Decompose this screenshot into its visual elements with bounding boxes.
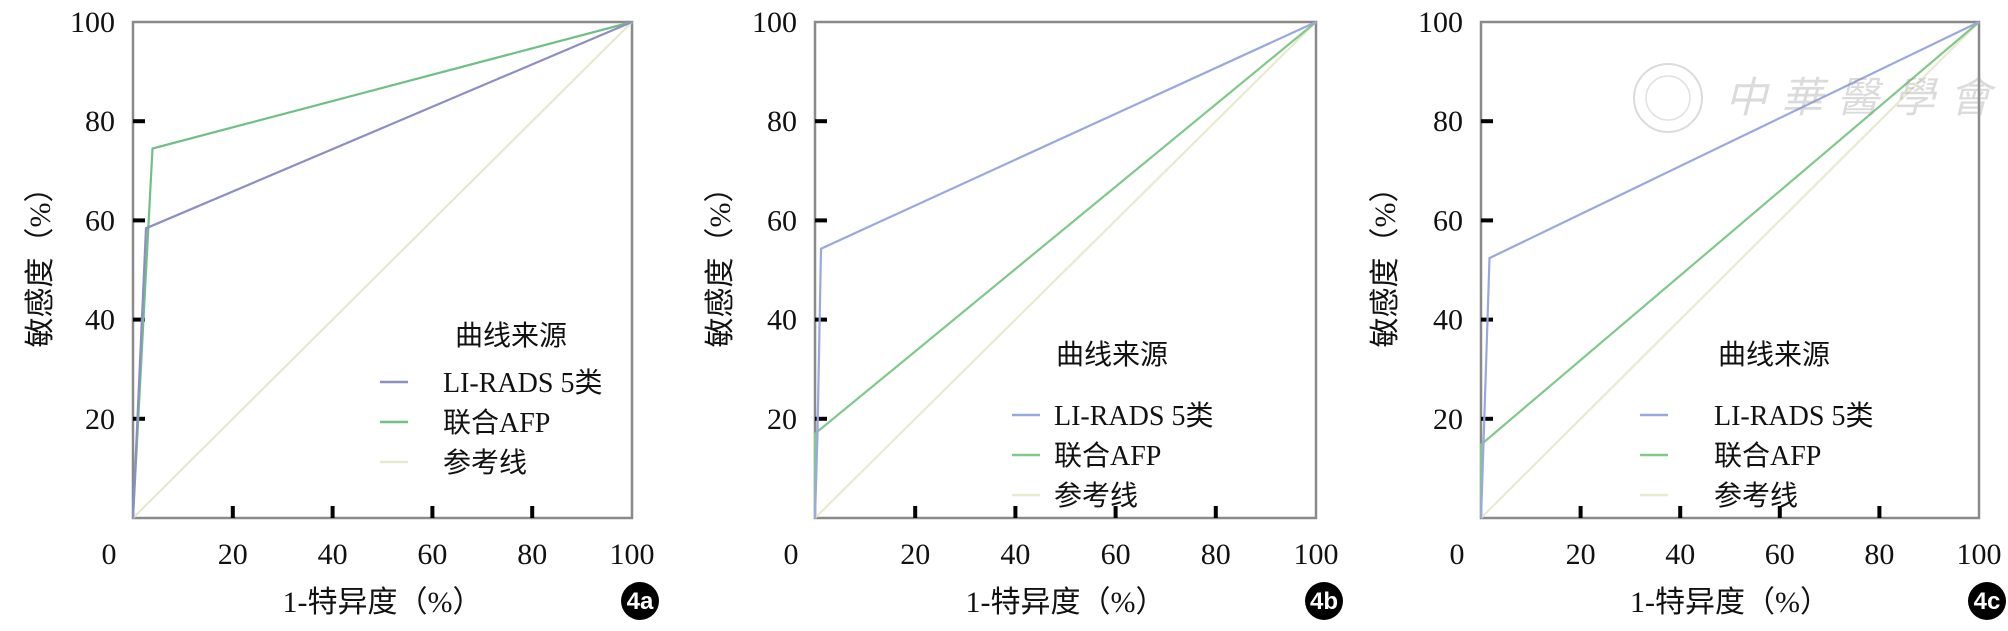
x-tick-label: 60	[417, 538, 447, 571]
x-tick-label: 100	[1294, 538, 1339, 571]
series-line	[1479, 21, 1980, 519]
panel-4a: 20 40 60 80 100 0 20 40 60 80 100 1-特异度（%） 敏感度（%） 曲线来…	[24, 6, 659, 620]
plot-frame	[813, 20, 1318, 520]
legend-entry: 联合AFP	[1054, 440, 1161, 472]
watermark-seal-inner	[1645, 75, 1691, 121]
x-tick-label: 0	[784, 538, 799, 571]
series-line	[814, 21, 1317, 519]
x-tick-label: 20	[1566, 538, 1596, 571]
y-tick-label: 60	[85, 204, 115, 237]
x-tick-label: 60	[1101, 538, 1131, 571]
legend-title: 曲线来源	[1718, 339, 1830, 371]
series-line	[131, 20, 633, 519]
panel-4b: 20 40 60 80 100 0 20 40 60 80 100 1-特异度（%） 敏感度（%） 曲线来…	[704, 6, 1343, 620]
y-tick-label: 40	[85, 304, 115, 337]
y-tick-label: 80	[1433, 105, 1463, 138]
x-axis-label: 1-特异度（%）	[283, 586, 483, 619]
x-tick-label: 20	[900, 538, 930, 571]
legend-entry: 联合AFP	[443, 407, 550, 439]
series-line	[1480, 21, 1980, 519]
panel-badge-label: 4b	[1310, 588, 1338, 615]
watermark-logo: 中華醫學會	[1633, 63, 2005, 133]
x-tick-label: 80	[1864, 538, 1894, 571]
legend-entry: LI-RADS 5类	[1714, 400, 1873, 432]
y-tick-label: 20	[1433, 403, 1463, 436]
series-line	[132, 21, 633, 519]
y-tick-label: 60	[1433, 204, 1463, 237]
watermark-text: 中華醫學會	[1725, 76, 2005, 122]
legend-title: 曲线来源	[1056, 339, 1168, 371]
y-tick-label: 100	[1418, 6, 1463, 39]
panel-badge-label: 4a	[627, 588, 654, 615]
y-tick-label: 20	[767, 403, 797, 436]
y-tick-label: 100	[70, 6, 115, 39]
x-tick-label: 80	[517, 538, 547, 571]
y-tick-label: 80	[85, 105, 115, 138]
legend-title: 曲线来源	[455, 320, 567, 352]
legend-entry: LI-RADS 5类	[1054, 400, 1213, 432]
y-axis-label: 敏感度（%）	[704, 173, 737, 348]
x-tick-label: 100	[610, 538, 655, 571]
x-tick-label: 40	[1665, 538, 1695, 571]
y-tick-label: 40	[767, 304, 797, 337]
y-tick-label: 20	[85, 403, 115, 436]
legend-entry: 联合AFP	[1714, 440, 1821, 472]
x-tick-label: 60	[1765, 538, 1795, 571]
x-tick-label: 80	[1201, 538, 1231, 571]
x-tick-label: 100	[1957, 538, 2002, 571]
x-tick-label: 0	[102, 538, 117, 571]
x-tick-label: 0	[1450, 538, 1465, 571]
panel-badge-label: 4c	[1974, 588, 2001, 615]
y-axis-label: 敏感度（%）	[1369, 173, 1402, 348]
y-axis-label: 敏感度（%）	[24, 173, 57, 348]
series-line	[813, 20, 1317, 519]
panel-badge	[1968, 582, 2006, 620]
panel-4c: 20 40 60 80 100 0 20 40 60 80 100 1-特异度（%） 敏感度（%） 曲线来…	[1369, 6, 2006, 620]
panel-badge	[1305, 582, 1343, 620]
legend-entry: LI-RADS 5类	[443, 367, 602, 399]
legend-entry: 参考线	[1054, 480, 1138, 512]
x-axis-label: 1-特异度（%）	[966, 586, 1166, 619]
plot-frame	[131, 20, 634, 520]
legend-entry: 参考线	[1714, 480, 1798, 512]
y-tick-label: 40	[1433, 304, 1463, 337]
legend-entry: 参考线	[443, 447, 527, 479]
x-tick-label: 20	[218, 538, 248, 571]
x-tick-label: 40	[1000, 538, 1030, 571]
y-tick-label: 60	[767, 204, 797, 237]
watermark-seal	[1633, 63, 1703, 133]
x-tick-label: 40	[318, 538, 348, 571]
panel-badge	[621, 582, 659, 620]
x-axis-label: 1-特异度（%）	[1630, 586, 1830, 619]
plot-frame	[1479, 20, 1981, 520]
y-tick-label: 80	[767, 105, 797, 138]
y-tick-label: 100	[752, 6, 797, 39]
